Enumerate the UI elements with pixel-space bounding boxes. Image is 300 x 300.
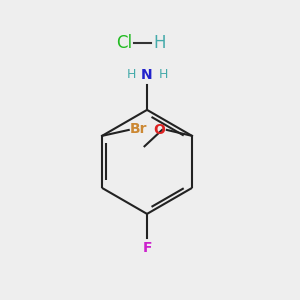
Text: F: F — [142, 241, 152, 255]
Text: O: O — [153, 123, 165, 137]
Text: N: N — [141, 68, 153, 82]
Text: H: H — [153, 34, 166, 52]
Text: Br: Br — [130, 122, 148, 136]
Text: Cl: Cl — [116, 34, 132, 52]
Text: H: H — [126, 68, 136, 81]
Text: H: H — [158, 68, 168, 81]
